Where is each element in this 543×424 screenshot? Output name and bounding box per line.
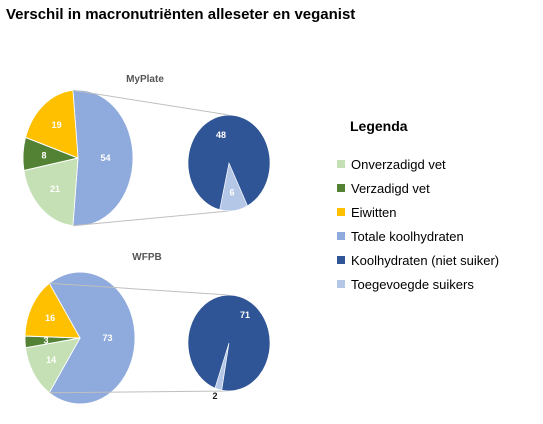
pie-slice — [48, 271, 136, 405]
pie-slice-group — [25, 89, 79, 159]
breakdown-slice — [187, 294, 271, 392]
legend: Legenda Onverzadigd vet Verzadigd vet Eiwi… — [337, 118, 537, 296]
slice-label: 21 — [50, 184, 60, 194]
connector-line — [49, 390, 230, 394]
slice-label: 54 — [100, 153, 110, 163]
legend-swatch — [337, 208, 345, 216]
legend-label: Koolhydraten (niet suiker) — [351, 252, 500, 268]
connector-line — [72, 89, 230, 116]
breakdown-label: 2 — [213, 391, 218, 401]
legend-label: Onverzadigd vet — [351, 156, 446, 172]
legend-items: Onverzadigd vet Verzadigd vet Eiwitten Tota… — [337, 152, 537, 296]
chart-title: WFPB — [132, 252, 161, 263]
pie-slice — [23, 157, 79, 227]
legend-swatch — [337, 280, 345, 288]
legend-label: Eiwitten — [351, 204, 397, 220]
breakdown-label: 48 — [216, 130, 226, 140]
breakdown-label: 6 — [230, 188, 235, 198]
connector-line — [72, 210, 230, 227]
breakdown-slice — [187, 114, 271, 211]
slice-label: 16 — [45, 313, 55, 323]
pie-slice-group — [48, 271, 136, 405]
chart-title: MyPlate — [126, 74, 164, 85]
slice-label: 19 — [52, 120, 62, 130]
legend-item: Toegevoegde suikers — [337, 272, 537, 296]
legend-label: Verzadigd vet — [351, 180, 430, 196]
breakdown-label: 71 — [240, 310, 250, 320]
legend-swatch — [337, 160, 345, 168]
page-title: Verschil in macronutriënten alleseter en… — [6, 6, 356, 23]
pie-slice — [24, 282, 81, 339]
legend-item: Koolhydraten (niet suiker) — [337, 248, 537, 272]
slice-label: 14 — [46, 355, 56, 365]
pie-slice — [25, 89, 79, 159]
legend-swatch — [337, 256, 345, 264]
connector-line — [49, 282, 230, 296]
breakdown-slice-group — [187, 294, 271, 392]
legend-label: Totale koolhydraten — [351, 228, 464, 244]
legend-swatch — [337, 184, 345, 192]
legend-label: Toegevoegde suikers — [351, 276, 474, 292]
pie-slice-group — [24, 282, 81, 339]
slice-label: 73 — [102, 333, 112, 343]
pie-slice-group — [23, 157, 79, 227]
legend-item: Onverzadigd vet — [337, 152, 537, 176]
legend-title: Legenda — [350, 118, 408, 134]
slice-label: 3 — [43, 335, 48, 345]
breakdown-slice-group — [187, 114, 271, 211]
slice-label: 8 — [41, 150, 46, 160]
legend-swatch — [337, 232, 345, 240]
legend-item: Totale koolhydraten — [337, 224, 537, 248]
legend-item: Verzadigd vet — [337, 176, 537, 200]
legend-item: Eiwitten — [337, 200, 537, 224]
